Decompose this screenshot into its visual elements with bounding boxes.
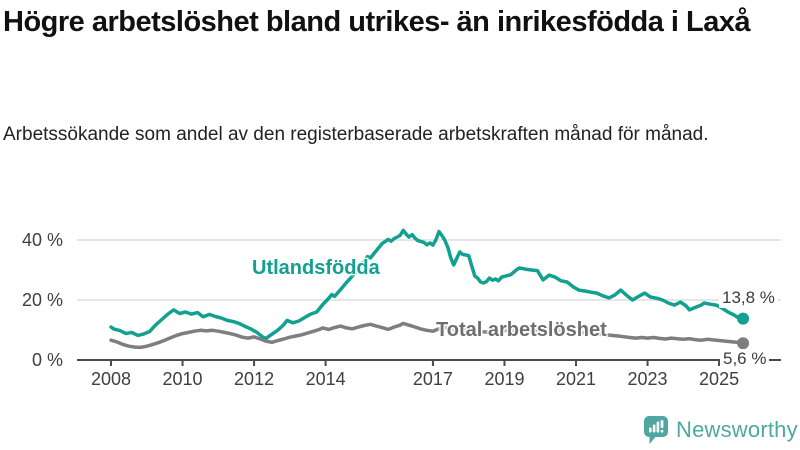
y-axis-label: 20 %: [21, 290, 63, 310]
end-value-total: 5,6 %: [720, 349, 770, 369]
y-axis-label: 40 %: [21, 230, 63, 250]
x-axis-label: 2023: [627, 369, 668, 389]
series-line: [109, 228, 745, 341]
chart-subtitle: Arbetssökande som andel av den registerb…: [3, 124, 709, 145]
series-label-total: Total arbetslöshet: [436, 319, 607, 341]
x-axis-label: 2008: [90, 369, 132, 389]
page-title: Högre arbetslöshet bland utrikes- än inr…: [3, 6, 751, 38]
y-axis-label: 0 %: [31, 350, 63, 370]
series-label-utlandsfodda: Utlandsfödda: [252, 257, 380, 279]
x-axis-label: 2012: [234, 369, 275, 389]
newsworthy-wordmark: Newsworthy: [676, 417, 798, 442]
x-axis-label: 2025: [699, 369, 740, 389]
newsworthy-logo: Newsworthy: [643, 414, 798, 446]
x-axis-label: 2021: [555, 369, 597, 389]
series-end-dot: [737, 312, 750, 325]
newsworthy-icon: [644, 416, 668, 444]
end-value-utlandsfodda: 13,8 %: [719, 288, 778, 308]
series-line: [109, 321, 745, 350]
series-end-dot: [737, 337, 750, 350]
x-axis-label: 2014: [305, 369, 346, 389]
x-axis-label: 2019: [484, 369, 525, 389]
x-axis-label: 2017: [412, 369, 453, 389]
x-axis-label: 2010: [162, 369, 203, 389]
